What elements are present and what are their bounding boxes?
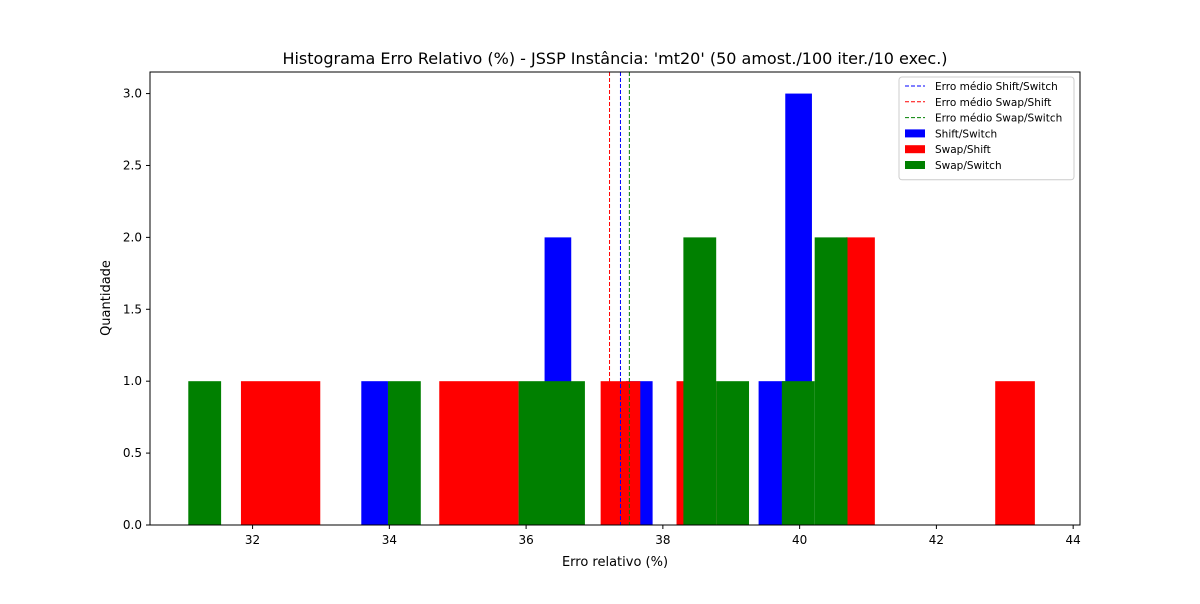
chart-title: Histograma Erro Relativo (%) - JSSP Inst…: [282, 49, 947, 68]
bar-swap-shift-1: [439, 381, 519, 525]
y-axis-label: Quantidade: [99, 260, 114, 336]
legend-patch-swatch: [905, 129, 925, 138]
bar-swap-shift-0: [240, 381, 321, 525]
bar-swap-switch-3: [683, 237, 717, 525]
bar-swap-switch-6: [814, 237, 848, 525]
x-tick-label: 38: [655, 533, 670, 547]
plot-area: 32 34 36 38 40 42 44 0.0 0.5 1.0 1.5 2.0 2.5 3.0: [123, 71, 1081, 547]
legend-label: Swap/Switch: [935, 160, 1002, 172]
legend: Erro médio Shift/Switch Erro médio Swap/S…: [898, 76, 1075, 181]
legend-label: Swap/Shift: [935, 144, 991, 156]
bar-swap-switch-4: [716, 381, 750, 525]
x-tick-label: 36: [518, 533, 533, 547]
x-tick-label: 44: [1066, 533, 1081, 547]
y-tick-label: 2.5: [123, 158, 142, 172]
bar-swap-switch-1: [387, 381, 421, 525]
legend-label: Shift/Switch: [935, 128, 997, 140]
x-tick-label: 32: [245, 533, 260, 547]
legend-label: Erro médio Swap/Switch: [935, 113, 1062, 125]
mean-lines-group: [609, 72, 630, 525]
y-tick-label: 0.5: [123, 446, 142, 460]
bar-swap-shift-5: [995, 381, 1035, 525]
bar-shift-switch-3: [758, 381, 786, 525]
y-axis-ticks: 0.0 0.5 1.0 1.5 2.0 2.5 3.0: [123, 87, 150, 532]
x-tick-label: 42: [929, 533, 944, 547]
bar-swap-switch-0: [188, 381, 222, 525]
legend-patch-swatch: [905, 145, 925, 154]
bar-swap-switch-5: [781, 381, 815, 525]
plot-frame: [149, 71, 1081, 526]
y-tick-label: 0.0: [123, 518, 142, 532]
bar-swap-switch-2: [518, 381, 585, 525]
legend-patch-swatch: [905, 161, 925, 169]
x-tick-label: 40: [792, 533, 807, 547]
y-tick-label: 1.0: [123, 374, 142, 388]
bar-swap-shift-4: [846, 237, 875, 525]
legend-label: Erro médio Swap/Shift: [935, 97, 1051, 109]
y-tick-label: 2.0: [123, 230, 142, 244]
y-tick-label: 1.5: [123, 302, 142, 316]
y-tick-label: 3.0: [123, 87, 142, 101]
x-tick-label: 34: [382, 533, 397, 547]
bar-shift-switch-0: [361, 381, 388, 525]
legend-label: Erro médio Shift/Switch: [935, 81, 1058, 93]
x-axis-ticks: 32 34 36 38 40 42 44: [245, 525, 1081, 547]
x-axis-label: Erro relativo (%): [562, 555, 668, 570]
legend-box: [898, 76, 1075, 181]
